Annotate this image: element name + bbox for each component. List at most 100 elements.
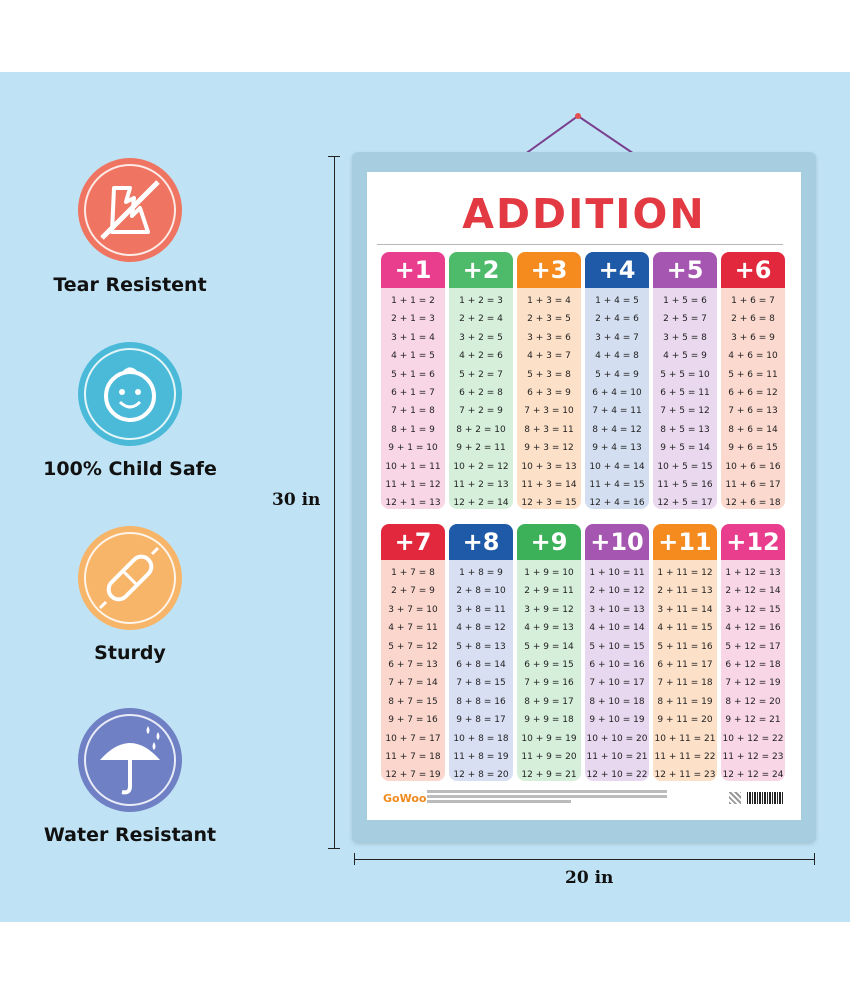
equation-row: 9 + 1 = 10 xyxy=(388,443,438,454)
table-column: +4 1 + 4 = 5 2 + 4 = 6 3 + 4 = 7 4 + 4 = 8 5 … xyxy=(585,252,649,509)
equation-row: 6 + 1 = 7 xyxy=(391,387,435,398)
baby-face-icon xyxy=(78,342,182,446)
equation-row: 12 + 6 = 18 xyxy=(725,498,781,509)
equation-row: 1 + 1 = 2 xyxy=(391,296,435,306)
equation-row: 10 + 9 = 19 xyxy=(521,733,577,744)
equation-row: 5 + 2 = 7 xyxy=(459,369,503,380)
equation-row: 9 + 7 = 16 xyxy=(388,715,438,726)
equation-row: 1 + 5 = 6 xyxy=(663,296,707,306)
equation-row: 5 + 5 = 10 xyxy=(660,369,710,380)
column-body: 1 + 9 = 10 2 + 9 = 11 3 + 9 = 12 4 + 9 = 13… xyxy=(517,560,581,781)
equation-row: 2 + 1 = 3 xyxy=(391,314,435,325)
equation-row: 5 + 10 = 15 xyxy=(589,641,645,652)
equation-row: 2 + 5 = 7 xyxy=(663,314,707,325)
equation-row: 4 + 9 = 13 xyxy=(524,623,574,634)
equation-row: 8 + 10 = 18 xyxy=(589,696,645,707)
table-column: +11 1 + 11 = 12 2 + 11 = 13 3 + 11 = 14 4 + … xyxy=(653,524,717,781)
equation-row: 10 + 4 = 14 xyxy=(589,461,645,472)
equation-row: 12 + 10 = 22 xyxy=(586,770,648,781)
equation-row: 11 + 10 = 21 xyxy=(586,751,648,762)
height-dimension-tick-top xyxy=(328,156,340,157)
equation-row: 10 + 1 = 11 xyxy=(385,461,441,472)
equation-row: 11 + 8 = 19 xyxy=(453,751,509,762)
equation-row: 11 + 7 = 18 xyxy=(385,751,441,762)
equation-row: 9 + 12 = 21 xyxy=(725,715,781,726)
height-label: 30 in xyxy=(272,490,321,510)
brand-logo: GoWoo xyxy=(383,792,427,805)
equation-row: 6 + 4 = 10 xyxy=(592,387,642,398)
equation-row: 7 + 10 = 17 xyxy=(589,678,645,689)
equation-row: 10 + 12 = 22 xyxy=(722,733,784,744)
equation-row: 3 + 7 = 10 xyxy=(388,604,438,615)
equation-row: 9 + 5 = 14 xyxy=(660,443,710,454)
equation-row: 7 + 3 = 10 xyxy=(524,406,574,417)
equation-row: 12 + 2 = 14 xyxy=(453,498,509,509)
feature-sturdy: Sturdy xyxy=(20,526,240,664)
equation-row: 4 + 1 = 5 xyxy=(391,351,435,362)
column-body: 1 + 1 = 2 2 + 1 = 3 3 + 1 = 4 4 + 1 = 5 5 + … xyxy=(381,288,445,509)
equation-row: 8 + 5 = 13 xyxy=(660,424,710,435)
equation-row: 8 + 8 = 16 xyxy=(456,696,506,707)
equation-row: 10 + 2 = 12 xyxy=(453,461,509,472)
equation-row: 2 + 6 = 8 xyxy=(731,314,775,325)
table-column: +10 1 + 10 = 11 2 + 10 = 12 3 + 10 = 13 4 + … xyxy=(585,524,649,781)
equation-row: 5 + 1 = 6 xyxy=(391,369,435,380)
equation-row: 6 + 7 = 13 xyxy=(388,659,438,670)
equation-row: 11 + 1 = 12 xyxy=(385,479,441,490)
feature-water-resistant: Water Resistant xyxy=(20,708,240,846)
equation-row: 2 + 3 = 5 xyxy=(527,314,571,325)
equation-row: 2 + 2 = 4 xyxy=(459,314,503,325)
umbrella-icon xyxy=(78,708,182,812)
table-column: +1 1 + 1 = 2 2 + 1 = 3 3 + 1 = 4 4 + 1 = 5 5 … xyxy=(381,252,445,509)
equation-row: 2 + 4 = 6 xyxy=(595,314,639,325)
equation-row: 2 + 11 = 13 xyxy=(657,586,713,597)
equation-row: 4 + 2 = 6 xyxy=(459,351,503,362)
equation-row: 5 + 9 = 14 xyxy=(524,641,574,652)
column-header: +12 xyxy=(721,524,785,560)
column-body: 1 + 7 = 8 2 + 7 = 9 3 + 7 = 10 4 + 7 = 11 5 … xyxy=(381,560,445,781)
equation-row: 9 + 4 = 13 xyxy=(592,443,642,454)
equation-row: 4 + 4 = 8 xyxy=(595,351,639,362)
equation-row: 4 + 5 = 9 xyxy=(663,351,707,362)
table-column: +2 1 + 2 = 3 2 + 2 = 4 3 + 2 = 5 4 + 2 = 6 5 … xyxy=(449,252,513,509)
title-divider xyxy=(377,244,783,245)
equation-row: 11 + 11 = 22 xyxy=(654,751,716,762)
equation-row: 8 + 12 = 20 xyxy=(725,696,781,707)
equation-row: 5 + 11 = 16 xyxy=(657,641,713,652)
equation-row: 2 + 10 = 12 xyxy=(589,586,645,597)
equation-row: 6 + 5 = 11 xyxy=(660,387,710,398)
equation-row: 10 + 6 = 16 xyxy=(725,461,781,472)
equation-row: 7 + 7 = 14 xyxy=(388,678,438,689)
column-header: +4 xyxy=(585,252,649,288)
equation-row: 8 + 4 = 12 xyxy=(592,424,642,435)
equation-row: 12 + 8 = 20 xyxy=(453,770,509,781)
equation-row: 9 + 9 = 18 xyxy=(524,715,574,726)
width-label: 20 in xyxy=(565,868,614,888)
equation-row: 10 + 7 = 17 xyxy=(385,733,441,744)
column-header: +9 xyxy=(517,524,581,560)
equation-row: 11 + 3 = 14 xyxy=(521,479,577,490)
equation-row: 12 + 12 = 24 xyxy=(722,770,784,781)
table-column: +9 1 + 9 = 10 2 + 9 = 11 3 + 9 = 12 4 + 9 = … xyxy=(517,524,581,781)
feature-label: Tear Resistent xyxy=(53,274,207,296)
equation-row: 12 + 7 = 19 xyxy=(385,770,441,781)
column-body: 1 + 5 = 6 2 + 5 = 7 3 + 5 = 8 4 + 5 = 9 5 + … xyxy=(653,288,717,509)
column-header: +6 xyxy=(721,252,785,288)
equation-row: 3 + 4 = 7 xyxy=(595,332,639,343)
publisher-info xyxy=(427,790,667,805)
table-column: +8 1 + 8 = 9 2 + 8 = 10 3 + 8 = 11 4 + 8 = 1… xyxy=(449,524,513,781)
height-dimension-line xyxy=(334,156,335,848)
equation-row: 1 + 9 = 10 xyxy=(524,568,574,578)
equation-row: 11 + 5 = 16 xyxy=(657,479,713,490)
poster-title: ADDITION xyxy=(462,190,706,238)
equation-row: 6 + 3 = 9 xyxy=(527,387,571,398)
table-column: +5 1 + 5 = 6 2 + 5 = 7 3 + 5 = 8 4 + 5 = 9 5 … xyxy=(653,252,717,509)
equation-row: 7 + 5 = 12 xyxy=(660,406,710,417)
equation-row: 1 + 2 = 3 xyxy=(459,296,503,306)
equation-row: 12 + 3 = 15 xyxy=(521,498,577,509)
equation-row: 3 + 3 = 6 xyxy=(527,332,571,343)
equation-row: 6 + 11 = 17 xyxy=(657,659,713,670)
equation-row: 1 + 4 = 5 xyxy=(595,296,639,306)
width-dimension-tick-left xyxy=(354,853,355,865)
equation-row: 2 + 9 = 11 xyxy=(524,586,574,597)
